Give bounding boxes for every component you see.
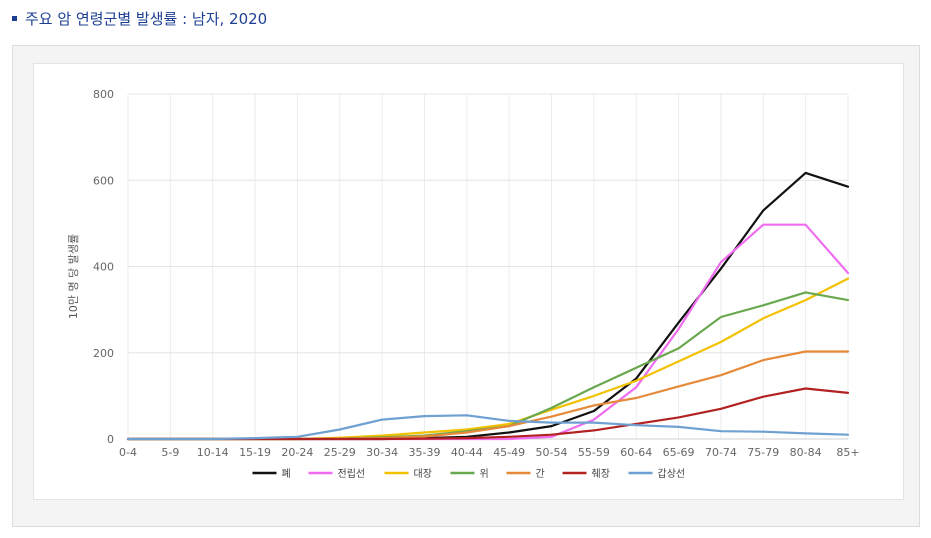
y-axis-ticks: 0 200 400 600 800 (93, 88, 114, 446)
y-tick-label: 200 (93, 347, 114, 360)
chart-inner-frame (33, 63, 904, 500)
y-tick-label: 600 (93, 174, 114, 187)
page-heading: 주요 암 연령군별 발생률 : 남자, 2020 (12, 7, 267, 29)
x-tick-label: 30-34 (366, 446, 398, 459)
legend-label: 갑상선 (658, 468, 686, 480)
x-tick-label: 25-29 (324, 446, 356, 459)
incidence-line-chart: 0 200 400 600 800 0-4 5-9 10-14 15-19 20-24 25-29… (67, 88, 860, 480)
y-tick-label: 800 (93, 88, 114, 101)
chart-series-lines (126, 171, 850, 441)
y-axis-label: 10만 명 당 발생률 (67, 234, 80, 319)
x-tick-label: 10-14 (197, 446, 229, 459)
x-tick-label: 65-69 (663, 446, 695, 459)
chart-legend: 폐 전립선 대장 위 간 췌장 갑상선 (252, 467, 686, 480)
page-title: 주요 암 연령군별 발생률 : 남자, 2020 (25, 9, 268, 28)
legend-label: 췌장 (592, 468, 610, 480)
y-tick-label: 0 (107, 433, 114, 446)
x-tick-label: 20-24 (281, 446, 313, 459)
series-line (126, 171, 850, 441)
legend-label: 간 (536, 468, 545, 480)
legend-label: 대장 (414, 468, 432, 480)
legend-label: 전립선 (338, 467, 366, 480)
x-tick-label: 15-19 (239, 446, 271, 459)
chart-grid (127, 93, 849, 440)
legend-label: 폐 (282, 468, 291, 480)
x-tick-label: 40-44 (451, 446, 483, 459)
x-axis-ticks: 0-4 5-9 10-14 15-19 20-24 25-29 30-34 35-39 40-4… (119, 446, 860, 459)
series-line (126, 277, 850, 441)
legend-label: 위 (480, 467, 489, 480)
y-tick-label: 400 (93, 261, 114, 274)
x-tick-label: 45-49 (493, 446, 525, 459)
x-tick-label: 55-59 (578, 446, 610, 459)
x-tick-label: 0-4 (119, 446, 137, 459)
x-tick-label: 5-9 (161, 446, 179, 459)
x-tick-label: 70-74 (705, 446, 737, 459)
x-tick-label: 75-79 (747, 446, 779, 459)
x-tick-label: 85+ (836, 446, 859, 459)
series-line (126, 414, 850, 441)
x-tick-label: 35-39 (408, 446, 440, 459)
heading-bullet-icon (12, 15, 17, 21)
x-tick-label: 60-64 (620, 446, 652, 459)
x-tick-label: 50-54 (536, 446, 568, 459)
x-tick-label: 80-84 (790, 446, 822, 459)
